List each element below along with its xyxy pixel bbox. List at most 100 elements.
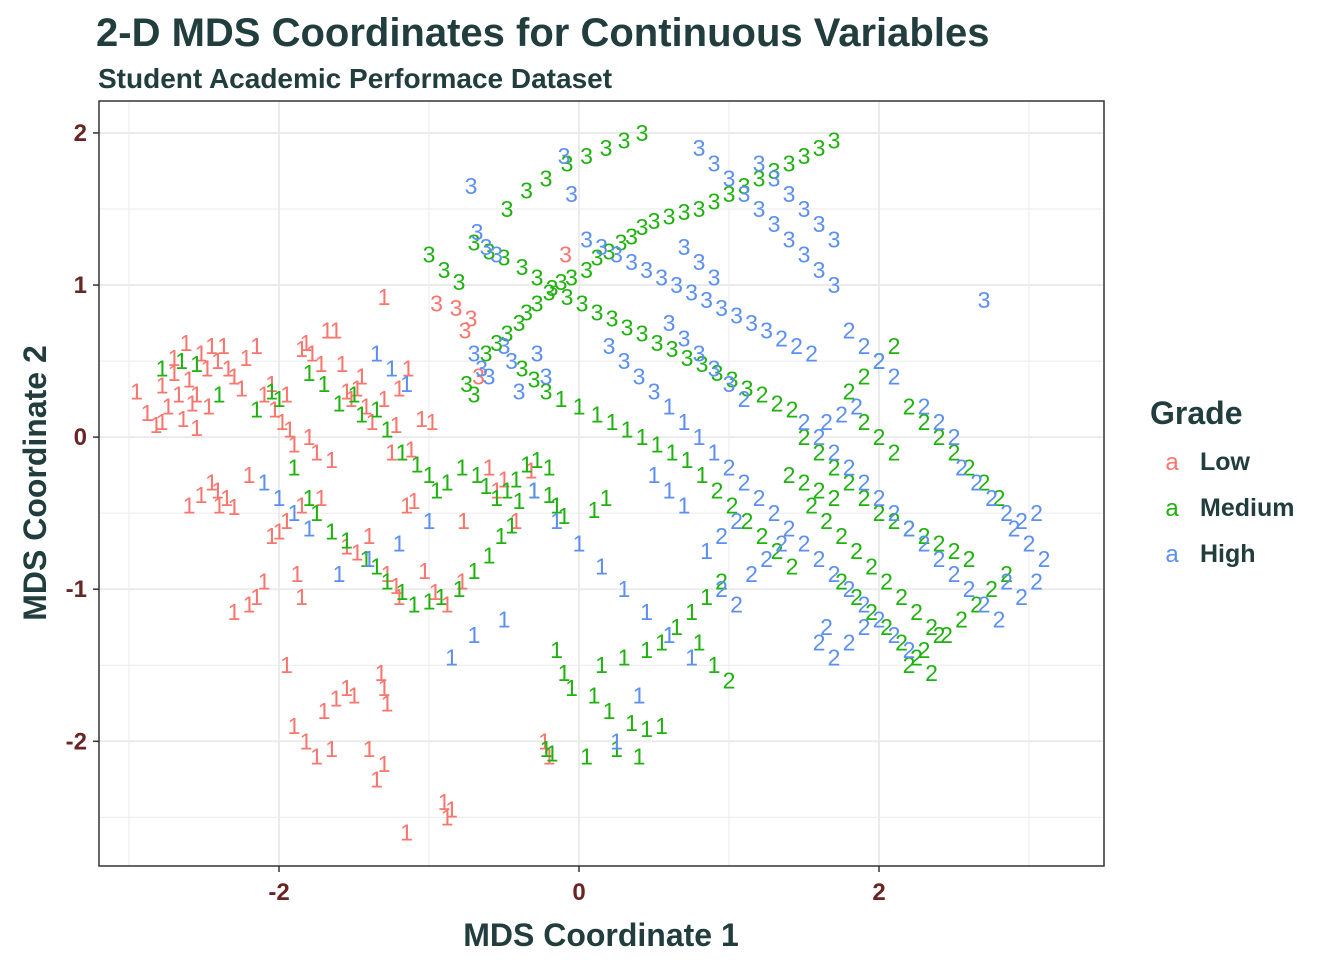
data-point-medium: 2 bbox=[873, 424, 886, 450]
data-point-low: 1 bbox=[243, 462, 256, 488]
data-point-medium: 3 bbox=[696, 351, 709, 377]
data-point-high: 2 bbox=[715, 523, 728, 549]
data-point-high: 1 bbox=[700, 538, 713, 564]
data-point-low: 1 bbox=[220, 485, 233, 511]
legend-key: a bbox=[1165, 449, 1179, 476]
data-point-medium: 2 bbox=[865, 599, 878, 625]
data-point-high: 1 bbox=[678, 409, 691, 435]
data-point-medium: 3 bbox=[483, 239, 496, 265]
data-point-medium: 2 bbox=[771, 538, 784, 564]
data-point-high: 3 bbox=[565, 181, 578, 207]
data-point-medium: 3 bbox=[828, 128, 841, 154]
data-point-low: 1 bbox=[240, 345, 253, 371]
data-point-low: 1 bbox=[426, 409, 439, 435]
data-point-medium: 2 bbox=[798, 470, 811, 496]
data-point-low: 1 bbox=[456, 569, 469, 595]
data-point-medium: 1 bbox=[456, 455, 469, 481]
data-point-high: 2 bbox=[783, 515, 796, 541]
data-point-low: 1 bbox=[243, 591, 256, 617]
data-point-low: 1 bbox=[172, 382, 185, 408]
data-point-high: 1 bbox=[288, 500, 301, 526]
data-point-low: 3 bbox=[450, 295, 463, 321]
data-point-medium: 3 bbox=[565, 264, 578, 290]
data-point-medium: 1 bbox=[396, 579, 409, 605]
chart-title: 2-D MDS Coordinates for Continuous Varia… bbox=[96, 11, 989, 55]
data-point-medium: 3 bbox=[636, 214, 649, 240]
data-point-medium: 1 bbox=[655, 713, 668, 739]
data-point-high: 3 bbox=[693, 249, 706, 275]
data-point-medium: 2 bbox=[955, 607, 968, 633]
data-point-medium: 2 bbox=[993, 485, 1006, 511]
data-point-high: 2 bbox=[753, 485, 766, 511]
data-point-medium: 1 bbox=[591, 401, 604, 427]
data-point-medium: 3 bbox=[726, 366, 739, 392]
data-point-medium: 2 bbox=[880, 614, 893, 640]
data-point-low: 1 bbox=[321, 318, 334, 344]
data-point-low: 1 bbox=[250, 333, 263, 359]
data-point-high: 3 bbox=[618, 348, 631, 374]
data-point-low: 1 bbox=[325, 447, 338, 473]
data-point-medium: 3 bbox=[666, 336, 679, 362]
data-point-high: 1 bbox=[528, 477, 541, 503]
data-point-medium: 1 bbox=[333, 391, 346, 417]
legend-label-low: Low bbox=[1200, 448, 1251, 476]
data-point-medium: 3 bbox=[528, 366, 541, 392]
data-point-high: 3 bbox=[798, 242, 811, 268]
data-point-low: 1 bbox=[295, 336, 308, 362]
data-point-medium: 3 bbox=[636, 120, 649, 146]
data-point-medium: 3 bbox=[531, 264, 544, 290]
data-point-high: 2 bbox=[1015, 584, 1028, 610]
legend-key: a bbox=[1165, 495, 1179, 522]
data-point-high: 1 bbox=[273, 485, 286, 511]
data-point-high: 1 bbox=[685, 645, 698, 671]
data-point-low: 3 bbox=[430, 290, 443, 316]
data-point-high: 3 bbox=[640, 257, 653, 283]
data-point-medium: 3 bbox=[636, 321, 649, 347]
data-point-medium: 3 bbox=[723, 181, 736, 207]
data-point-low: 1 bbox=[402, 356, 415, 382]
data-point-high: 2 bbox=[1023, 531, 1036, 557]
panel-border bbox=[98, 100, 1105, 867]
data-point-high: 3 bbox=[693, 135, 706, 161]
data-point-low: 1 bbox=[156, 409, 169, 435]
data-point-high: 2 bbox=[745, 561, 758, 587]
data-point-medium: 3 bbox=[663, 204, 676, 230]
data-point-medium: 2 bbox=[850, 538, 863, 564]
data-point-medium: 1 bbox=[603, 698, 616, 724]
data-point-low: 1 bbox=[378, 675, 391, 701]
data-point-high: 2 bbox=[858, 333, 871, 359]
data-point-low: 1 bbox=[340, 675, 353, 701]
data-point-high: 2 bbox=[730, 591, 743, 617]
data-point-medium: 1 bbox=[666, 439, 679, 465]
data-point-medium: 2 bbox=[970, 591, 983, 617]
data-point-low: 1 bbox=[156, 372, 169, 398]
data-point-medium: 1 bbox=[483, 543, 496, 569]
data-point-medium: 3 bbox=[681, 345, 694, 371]
data-point-medium: 1 bbox=[430, 477, 443, 503]
legend-title: Grade bbox=[1150, 395, 1242, 431]
data-point-medium: 3 bbox=[501, 321, 514, 347]
data-point-low: 1 bbox=[325, 736, 338, 762]
data-point-low: 1 bbox=[318, 698, 331, 724]
data-point-high: 3 bbox=[730, 302, 743, 328]
data-point-medium: 3 bbox=[540, 378, 553, 404]
data-point-medium: 1 bbox=[565, 675, 578, 701]
data-point-high: 2 bbox=[715, 576, 728, 602]
data-point-high: 1 bbox=[663, 394, 676, 420]
y-axis-ticks: -2 -1 0 1 2 bbox=[66, 120, 99, 755]
data-point-low: 1 bbox=[405, 436, 418, 462]
data-point-high: 2 bbox=[843, 455, 856, 481]
data-point-high: 2 bbox=[813, 546, 826, 572]
data-point-medium: 3 bbox=[480, 340, 493, 366]
data-point-medium: 3 bbox=[576, 290, 589, 316]
data-point-high: 3 bbox=[648, 378, 661, 404]
data-point-high: 1 bbox=[610, 728, 623, 754]
data-point-medium: 2 bbox=[723, 667, 736, 693]
data-point-low: 1 bbox=[288, 432, 301, 458]
data-point-low: 3 bbox=[472, 363, 485, 389]
data-point-low: 1 bbox=[543, 743, 556, 769]
data-point-medium: 2 bbox=[858, 485, 871, 511]
data-point-high: 3 bbox=[708, 150, 721, 176]
data-point-high: 1 bbox=[423, 508, 436, 534]
